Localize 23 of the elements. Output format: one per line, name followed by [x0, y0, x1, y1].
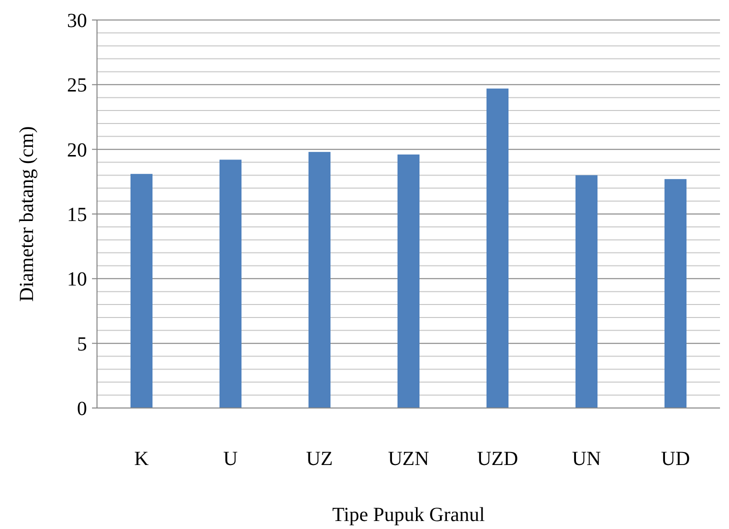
- x-tick-label: UN: [572, 448, 601, 470]
- bar: [576, 175, 598, 408]
- bar: [220, 160, 242, 408]
- y-tick-label: 30: [67, 10, 87, 32]
- x-tick-label: UD: [661, 448, 690, 470]
- bar: [308, 152, 330, 408]
- bar: [486, 88, 508, 408]
- x-tick-label: UZD: [476, 448, 518, 470]
- y-axis-title: Diameter batang (cm): [16, 126, 38, 302]
- x-tick-label: U: [223, 448, 238, 470]
- bar: [664, 179, 686, 408]
- x-tick-label: UZ: [306, 448, 333, 470]
- bar: [130, 174, 152, 408]
- bar: [398, 154, 420, 408]
- y-tick-label: 25: [67, 74, 87, 97]
- y-tick-label: 20: [67, 139, 87, 162]
- y-tick-label: 10: [67, 268, 87, 291]
- x-tick-label: UZN: [388, 448, 430, 470]
- y-tick-label: 15: [67, 204, 87, 226]
- y-tick-label: 5: [77, 333, 87, 356]
- x-tick-label: K: [134, 448, 150, 470]
- y-tick-label: 0: [77, 398, 87, 420]
- x-axis-title: Tipe Pupuk Granul: [332, 504, 486, 526]
